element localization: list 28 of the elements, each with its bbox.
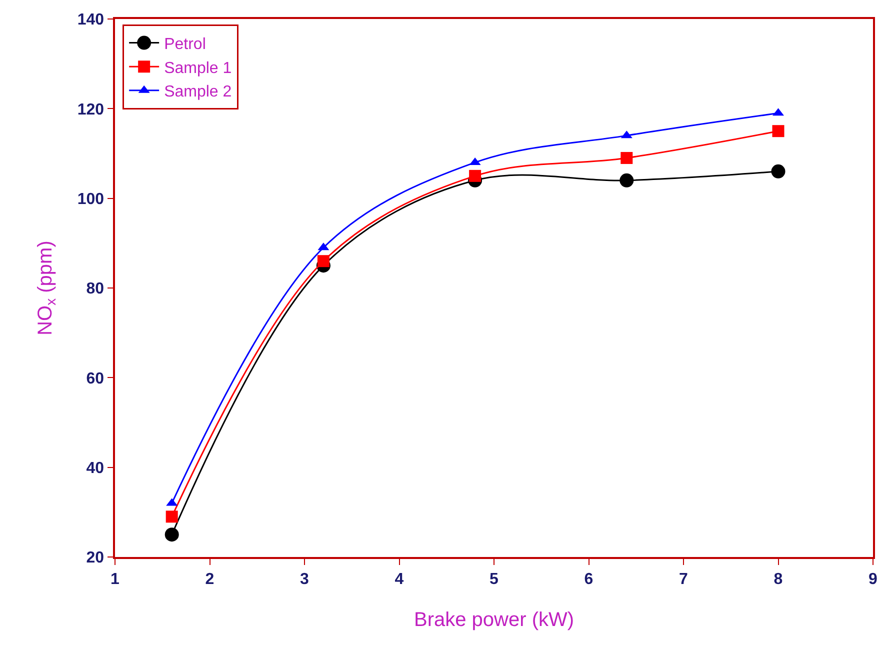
y-tick-label: 40: [86, 460, 104, 477]
point: [164, 528, 179, 542]
point: [620, 152, 633, 164]
legend-label: Sample 2: [164, 84, 232, 101]
point: [620, 173, 634, 188]
x-tick-label: 2: [205, 570, 214, 588]
point: [771, 164, 786, 178]
x-tick-label: 5: [490, 570, 499, 588]
x-tick-label: 3: [300, 570, 310, 588]
x-tick-label: 6: [584, 570, 594, 588]
legend-label: Petrol: [164, 36, 206, 54]
point: [469, 170, 482, 182]
legend-label: Sample 1: [164, 60, 232, 77]
y-tick-label: 100: [77, 190, 104, 208]
y-tick-label: 140: [77, 12, 104, 29]
point: [166, 510, 178, 523]
x-axis-title: Brake power (kW): [414, 608, 574, 631]
point: [772, 125, 784, 138]
x-tick-label: 7: [679, 570, 688, 588]
y-tick-label: 20: [86, 550, 104, 567]
x-tick-label: 4: [394, 570, 404, 588]
y-tick-label: 60: [86, 370, 104, 388]
point: [317, 255, 330, 268]
x-tick-label: 9: [868, 570, 878, 588]
x-tick-label: 8: [774, 570, 783, 588]
y-tick-label: 80: [86, 280, 104, 298]
x-tick-label: 1: [110, 570, 120, 588]
y-tick-label: 120: [77, 101, 104, 118]
